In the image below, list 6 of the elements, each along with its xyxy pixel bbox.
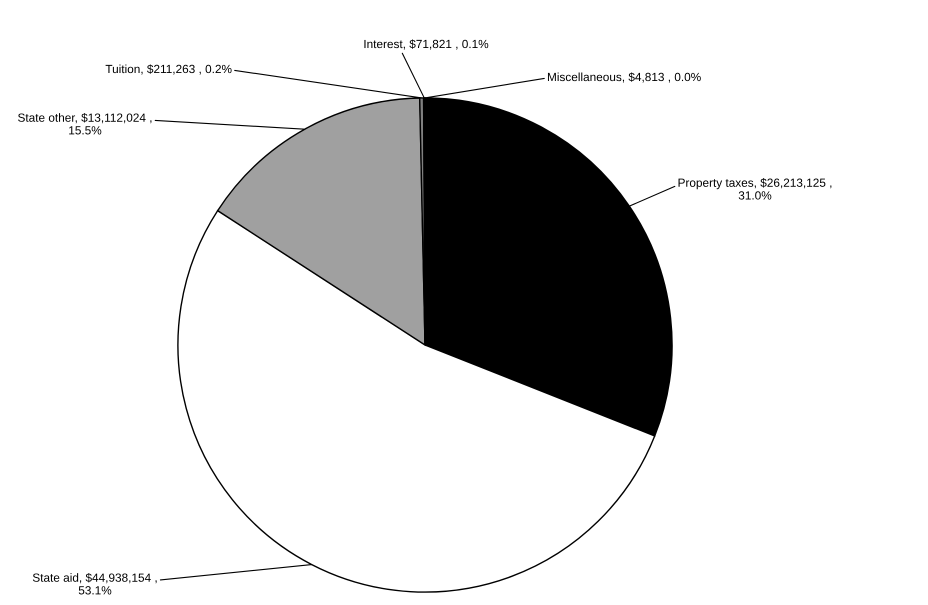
slice-label: State aid, $44,938,154 , 53.1% <box>32 572 157 595</box>
slice-label: State other, $13,112,024 , 15.5% <box>18 112 152 135</box>
slice-label: Interest, $71,821 , 0.1% <box>364 39 488 50</box>
slice-label: Miscellaneous, $4,813 , 0.0% <box>548 72 701 83</box>
slice-label: Property taxes, $26,213,125 , 31.0% <box>678 178 832 200</box>
slice-label: Tuition, $211,263 , 0.2% <box>106 64 232 75</box>
